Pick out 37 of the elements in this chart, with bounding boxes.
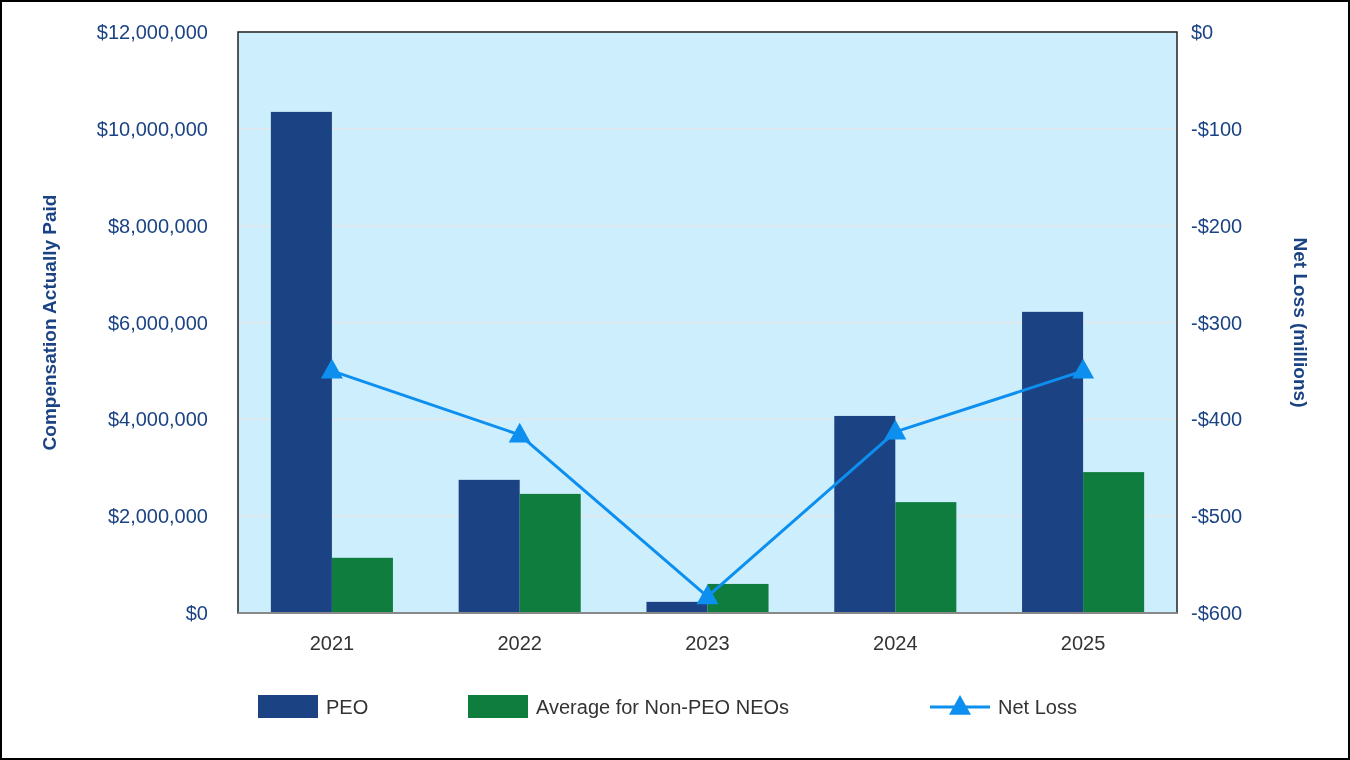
- x-tick-label: 2024: [873, 632, 918, 654]
- x-tick-label: 2021: [309, 632, 355, 654]
- bar: [1022, 311, 1084, 613]
- bar: [895, 502, 957, 613]
- x-tick-label: 2022: [497, 632, 542, 654]
- bar: [458, 479, 520, 613]
- y2-tick-label: -$300: [1191, 311, 1243, 334]
- y-axis-title: Compensation Actually Paid: [39, 194, 60, 451]
- legend-label: PEO: [326, 696, 369, 718]
- y-tick-label: $8,000,000: [107, 214, 208, 237]
- y2-tick-label: -$100: [1191, 117, 1243, 140]
- x-tick-label: 2023: [685, 632, 730, 654]
- bar: [519, 493, 581, 613]
- y-tick-label: $6,000,000: [107, 311, 208, 334]
- y-tick-label: $2,000,000: [107, 505, 208, 528]
- x-tick-label: 2025: [1060, 632, 1106, 654]
- y-tick-label: $12,000,000: [96, 21, 208, 43]
- y-tick-label: $0: [185, 602, 208, 624]
- point: [320, 358, 343, 379]
- bar: [331, 557, 393, 613]
- bar: [834, 415, 896, 613]
- point: [508, 422, 531, 443]
- y-tick-label: $4,000,000: [107, 408, 208, 431]
- point: [1072, 358, 1095, 379]
- y2-axis-title: Net Loss (millions): [1290, 237, 1311, 408]
- bar: [270, 111, 332, 613]
- y-tick-label: $10,000,000: [96, 117, 208, 140]
- y2-tick-label: -$500: [1191, 505, 1243, 528]
- y2-tick-label: -$400: [1191, 408, 1243, 431]
- point: [696, 584, 719, 605]
- legend-label: Net Loss: [998, 696, 1077, 718]
- bar: [1083, 472, 1145, 613]
- legend-label: Average for Non-PEO NEOs: [536, 696, 790, 718]
- point: [884, 419, 907, 440]
- y2-tick-label: $0: [1191, 21, 1214, 43]
- y2-tick-label: -$200: [1191, 214, 1243, 237]
- y2-tick-label: -$600: [1191, 602, 1243, 624]
